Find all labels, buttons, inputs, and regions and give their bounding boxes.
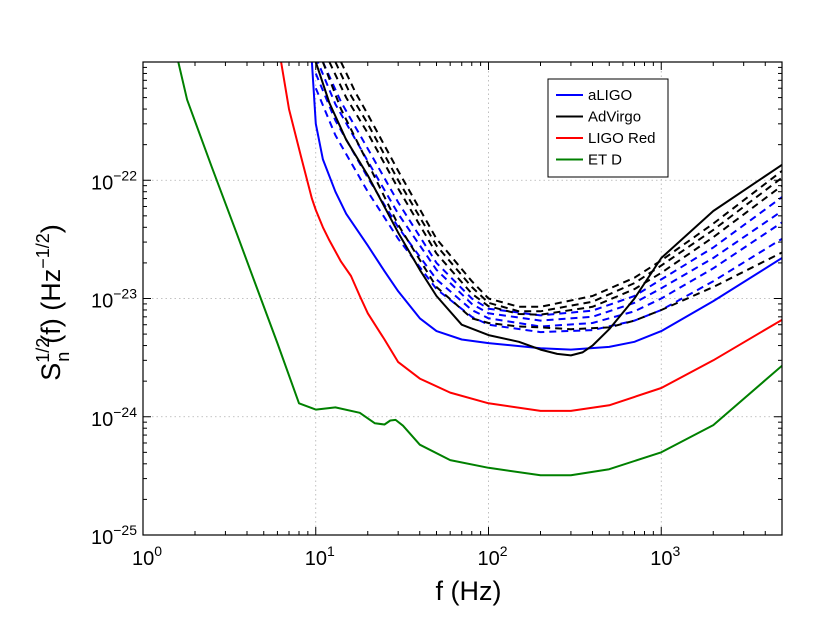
x-tick-label: 100 xyxy=(132,543,162,570)
y-axis-label-end: ) xyxy=(36,224,66,233)
y-tick-label: 10−24 xyxy=(91,404,137,431)
x-tick-label: 101 xyxy=(305,543,335,570)
legend-label: ET D xyxy=(588,152,622,169)
axis-ticks xyxy=(142,61,783,536)
y-axis-label-sup2: −1/2 xyxy=(33,233,53,269)
legend-entries: aLIGO AdVirgo LIGO Red ET D xyxy=(556,87,656,169)
legend-label: AdVirgo xyxy=(588,109,641,126)
x-tick-labels: 100 101 102 103 xyxy=(132,543,681,570)
y-tick-label: 10−23 xyxy=(91,286,137,313)
series-line-advirgo-dashed xyxy=(328,62,782,316)
series-line-et-d xyxy=(177,62,782,477)
legend-label: LIGO Red xyxy=(588,130,656,147)
series-line-advirgo-dashed xyxy=(321,62,782,331)
y-tick-labels: 10−25 10−24 10−23 10−22 xyxy=(91,167,137,549)
legend: aLIGO AdVirgo LIGO Red ET D xyxy=(547,78,669,178)
series-line-advirgo-dashed xyxy=(334,62,782,313)
series-line-aligo-dashed xyxy=(316,62,782,322)
series-group xyxy=(177,62,782,477)
y-axis-label-sub: n xyxy=(53,352,73,362)
y-axis-label-mid: (f) (Hz xyxy=(36,269,66,344)
series-line-aligo-dashed xyxy=(321,62,782,317)
legend-label: aLIGO xyxy=(588,87,632,104)
grid xyxy=(143,62,782,535)
series-line-advirgo xyxy=(314,62,782,357)
x-tick-label: 102 xyxy=(477,543,507,570)
x-tick-label: 103 xyxy=(650,543,680,570)
y-tick-label: 10−22 xyxy=(91,167,137,194)
y-axis-label-sup: 1/2 xyxy=(33,338,53,363)
y-tick-label: 10−25 xyxy=(91,522,137,549)
y-axis-label-base: S xyxy=(36,363,66,381)
series-line-advirgo-dashed xyxy=(340,62,782,308)
series-line-aligo xyxy=(310,62,782,351)
y-axis-label: S1/2n (f) (Hz−1/2) xyxy=(33,224,73,381)
x-axis-label: f (Hz) xyxy=(436,576,502,606)
series-line-ligo-red xyxy=(280,62,782,412)
series-line-aligo-dashed xyxy=(314,73,782,328)
